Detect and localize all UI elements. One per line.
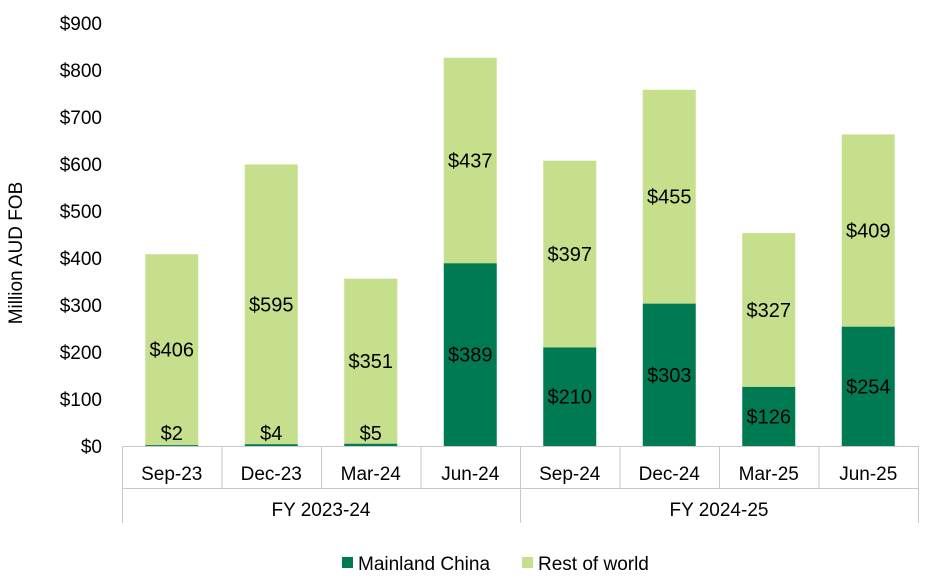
x-axis: Sep-23 Dec-23 Mar-24 Jun-24 Sep-24 Dec-24 Mar-… — [122, 446, 919, 523]
y-tick-label: $400 — [60, 249, 102, 270]
y-tick-label: $600 — [60, 155, 102, 176]
data-label: $254 — [846, 376, 891, 398]
x-tick-label: Dec-24 — [639, 464, 701, 485]
bar-rest-of-world — [344, 278, 398, 444]
bar-rest-of-world — [642, 89, 696, 304]
legend-swatch — [342, 557, 353, 568]
data-label: $406 — [150, 340, 195, 362]
bars — [145, 57, 895, 446]
bar-rest-of-world — [543, 160, 597, 348]
bar-mainland-china — [344, 443, 398, 446]
bar-rest-of-world — [145, 254, 199, 446]
y-tick-label: $800 — [60, 61, 102, 82]
bar-mainland-china — [742, 386, 796, 446]
data-label: $5 — [360, 423, 382, 445]
legend-label: Mainland China — [358, 554, 490, 575]
x-tick-label: Sep-23 — [141, 464, 202, 485]
y-tick-label: $0 — [81, 437, 102, 458]
bar-rest-of-world — [443, 57, 497, 264]
data-label: $389 — [448, 345, 493, 367]
data-label: $595 — [249, 294, 294, 316]
bar-rest-of-world — [841, 134, 895, 327]
bar-rest-of-world — [742, 233, 796, 387]
data-label: $303 — [647, 365, 692, 387]
y-tick-label: $200 — [60, 343, 102, 364]
x-group-label: FY 2023-24 — [272, 500, 371, 521]
y-tick-label: $900 — [60, 14, 102, 35]
data-label: $409 — [846, 221, 891, 243]
legend-swatch — [522, 557, 533, 568]
bar-rest-of-world — [244, 164, 298, 445]
data-label: $4 — [260, 423, 282, 445]
x-group-label: FY 2024-25 — [670, 500, 769, 521]
legend: Mainland China Rest of world — [342, 554, 649, 575]
bar-mainland-china — [642, 303, 696, 446]
data-label: $327 — [747, 300, 792, 322]
x-tick-label: Sep-24 — [539, 464, 601, 485]
y-axis-label: Million AUD FOB — [6, 182, 27, 325]
x-tick-label: Jun-24 — [441, 464, 500, 485]
bar-mainland-china — [145, 445, 199, 446]
bar-mainland-china — [244, 444, 298, 446]
data-label: $2 — [161, 423, 183, 445]
data-label: $455 — [647, 187, 692, 209]
y-tick-label: $500 — [60, 202, 102, 223]
y-tick-label: $700 — [60, 108, 102, 129]
bar-mainland-china — [543, 347, 597, 446]
bar-mainland-china — [841, 326, 895, 446]
data-label: $126 — [747, 406, 792, 428]
x-tick-label: Mar-24 — [341, 464, 402, 485]
y-tick-label: $300 — [60, 296, 102, 317]
data-label: $210 — [548, 387, 593, 409]
y-axis-ticks: $0 $100 $200 $300 $400 $500 $600 $700 $800 $900 — [60, 14, 102, 458]
x-tick-label: Mar-25 — [739, 464, 799, 485]
data-label: $437 — [448, 150, 493, 172]
x-tick-label: Jun-25 — [839, 464, 897, 485]
legend-label: Rest of world — [538, 554, 649, 575]
data-labels: $2 $406 $4 $595 $5 $351 $389 $437 $210 $397 $303 $4… — [150, 150, 891, 445]
data-label: $351 — [349, 351, 394, 373]
x-tick-label: Dec-23 — [241, 464, 302, 485]
data-label: $397 — [548, 244, 593, 266]
y-tick-label: $100 — [60, 390, 102, 411]
bar-mainland-china — [443, 263, 497, 446]
